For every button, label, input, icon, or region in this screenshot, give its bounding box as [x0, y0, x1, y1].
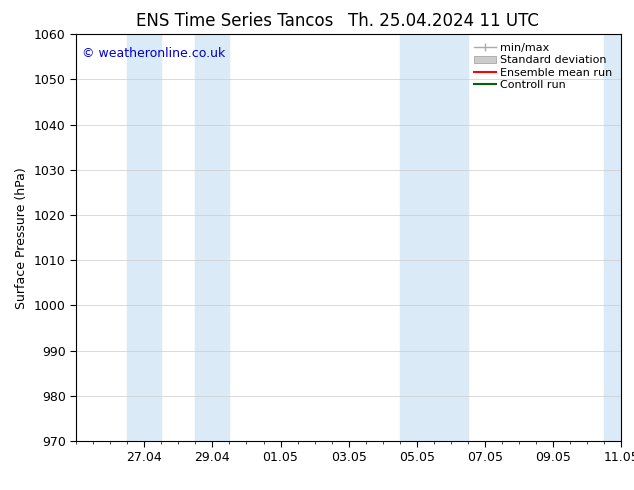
Bar [195, 34, 230, 441]
Bar [604, 34, 621, 441]
Text: Th. 25.04.2024 11 UTC: Th. 25.04.2024 11 UTC [348, 12, 540, 30]
Bar [434, 34, 468, 441]
Text: ENS Time Series Tancos: ENS Time Series Tancos [136, 12, 333, 30]
Text: © weatheronline.co.uk: © weatheronline.co.uk [82, 47, 225, 59]
Bar [400, 34, 434, 441]
Bar [127, 34, 161, 441]
Y-axis label: Surface Pressure (hPa): Surface Pressure (hPa) [15, 167, 29, 309]
Legend: min/max, Standard deviation, Ensemble mean run, Controll run: min/max, Standard deviation, Ensemble me… [470, 40, 616, 93]
